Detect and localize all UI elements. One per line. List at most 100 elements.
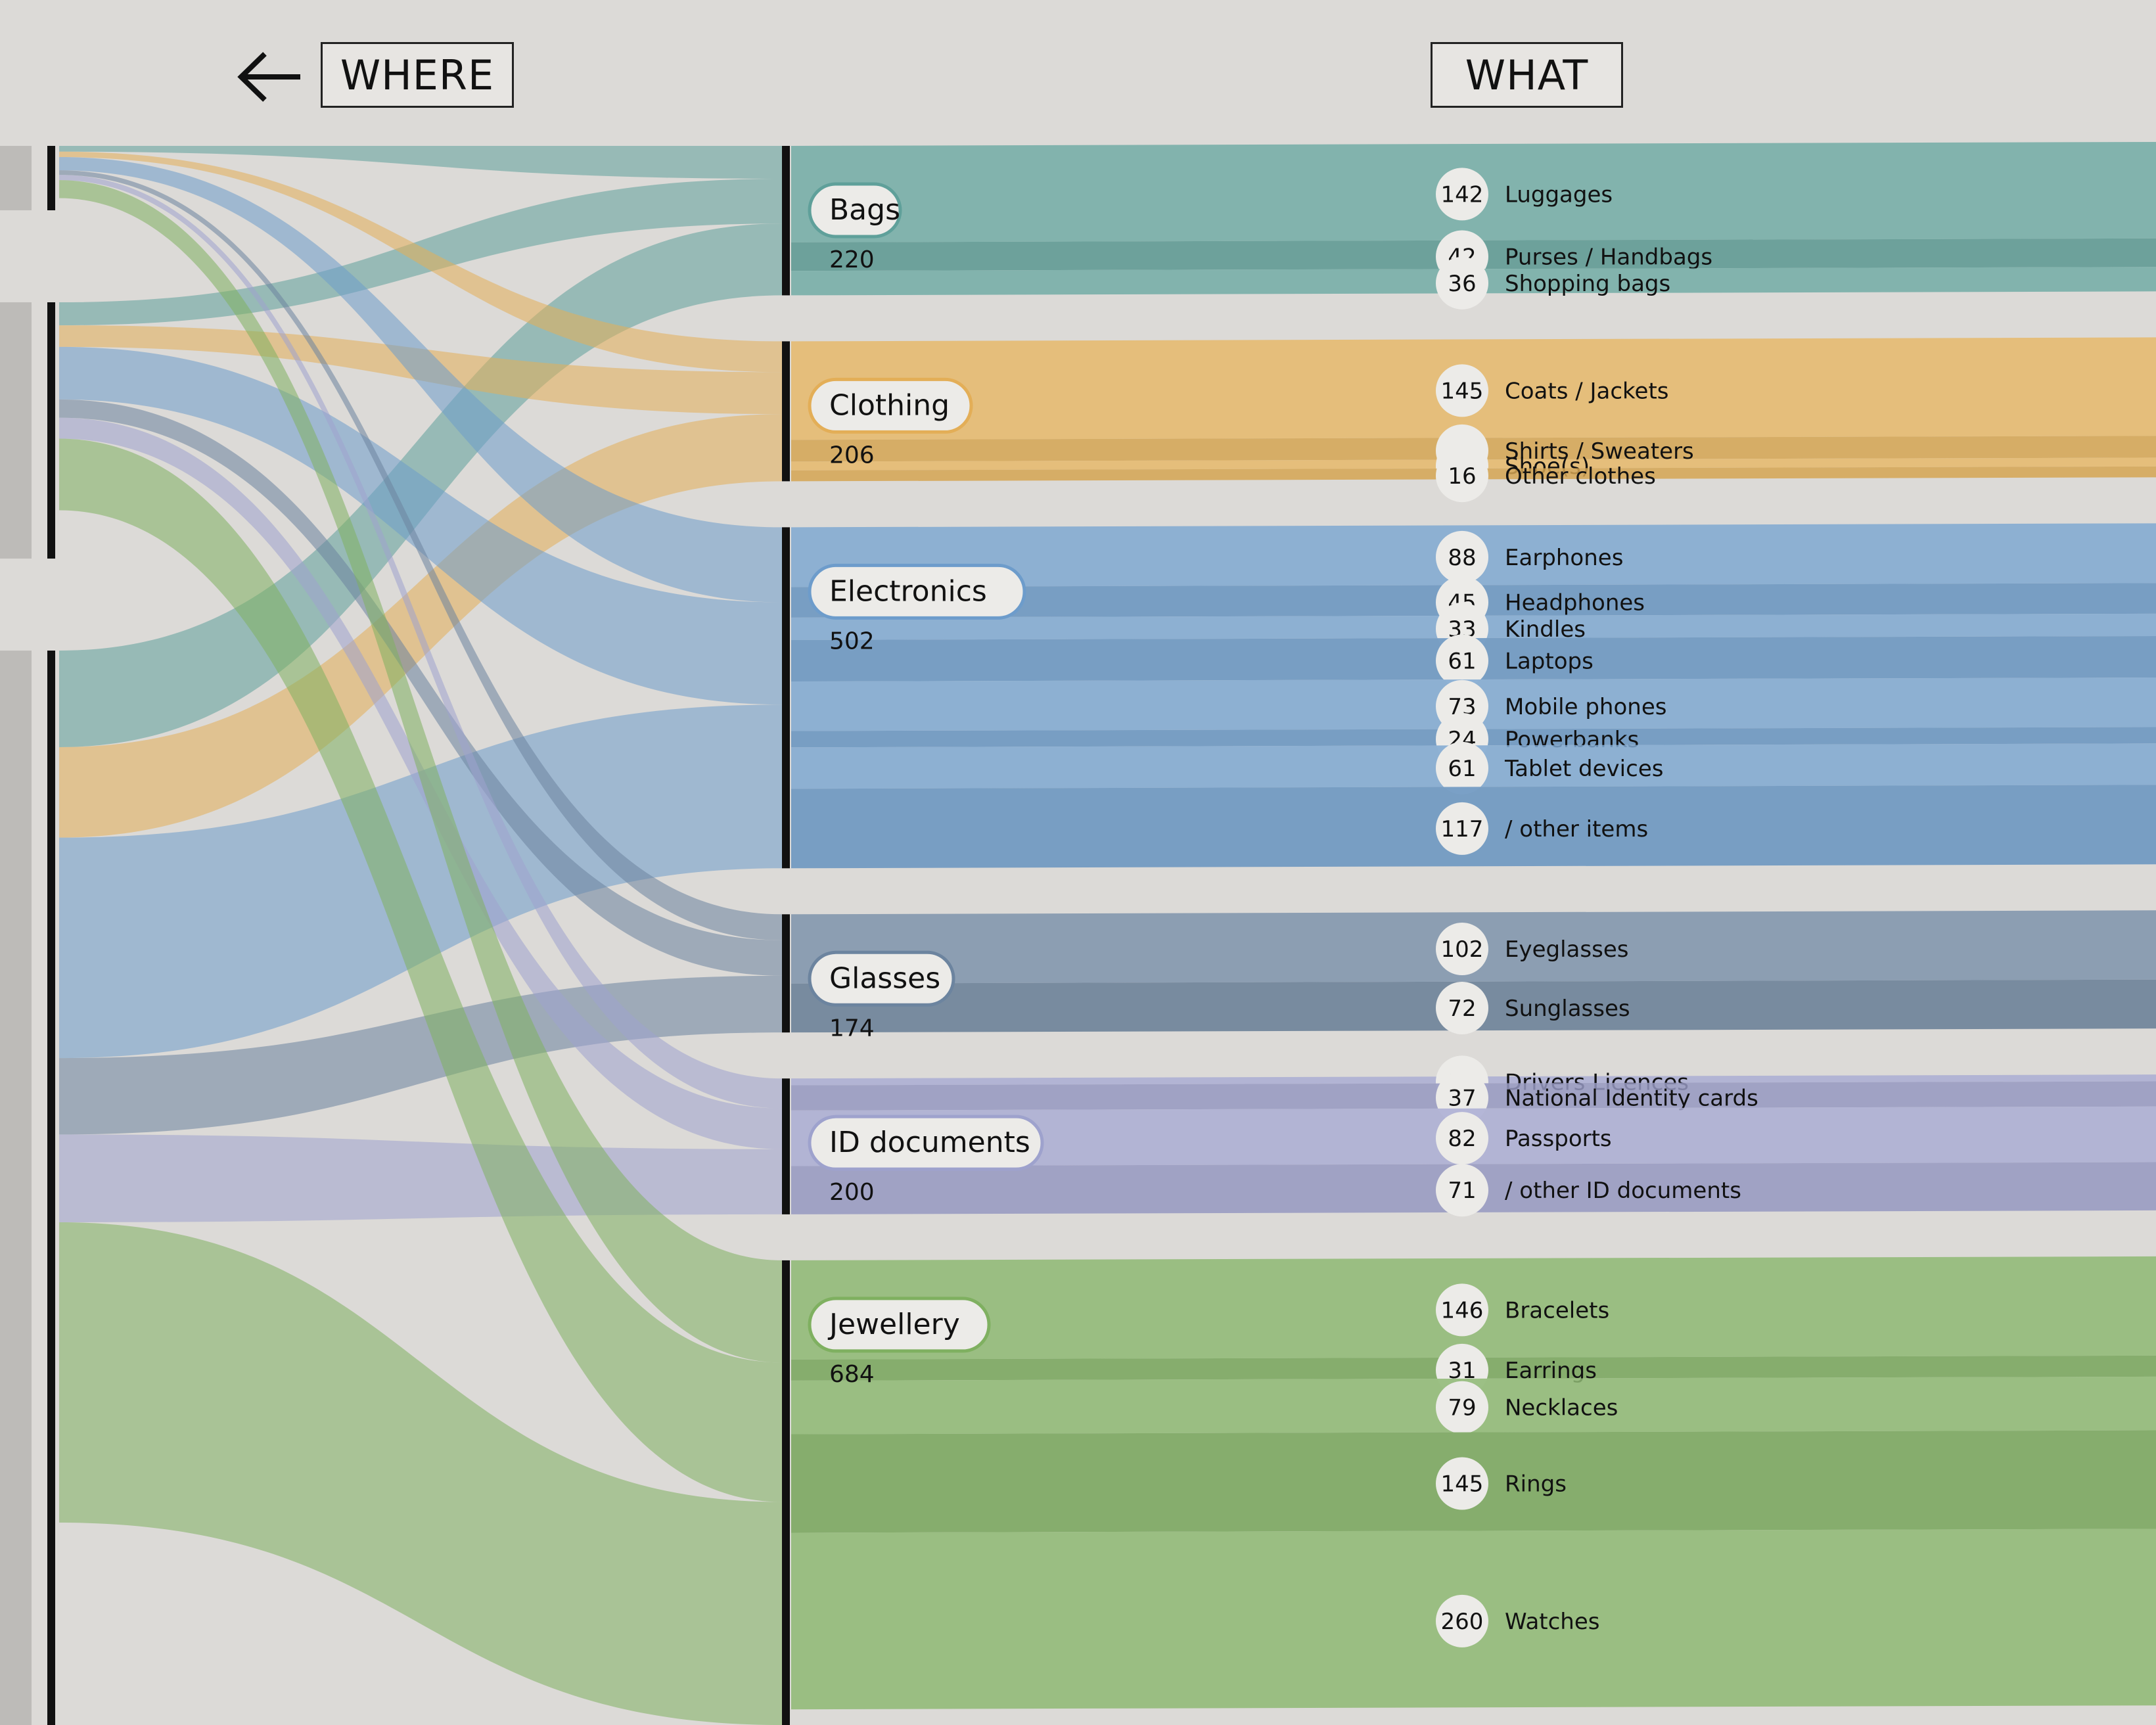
item-value-label: 72 — [1448, 996, 1476, 1022]
where-group-axis — [47, 302, 55, 559]
category-pill-id-documents — [808, 1115, 1044, 1171]
category-total-label: 684 — [829, 1361, 875, 1388]
item-value-bubble — [1436, 923, 1488, 976]
category-name-label: Clothing — [829, 388, 950, 422]
item-value-bubble — [1436, 1283, 1488, 1337]
category-axis-bags — [782, 146, 790, 296]
what-button[interactable]: WHAT — [1431, 42, 1623, 108]
item-value-bubble — [1436, 1457, 1488, 1510]
flow-ribbon-electronics — [59, 346, 782, 705]
flow-ribbon-clothing — [59, 414, 782, 838]
item-name-label: Bracelets — [1505, 1297, 1609, 1323]
category-axis-jewellery — [782, 1260, 790, 1725]
flow-ribbon-glasses — [59, 975, 782, 1135]
where-group-bar — [0, 651, 32, 1725]
flow-ribbon-bags — [59, 146, 782, 179]
category-pill-glasses — [808, 950, 955, 1007]
item-value-label: 88 — [1448, 545, 1476, 571]
category-total-label: 200 — [829, 1179, 875, 1206]
category-axis-electronics — [782, 527, 790, 869]
item-value-bubble — [1436, 256, 1488, 310]
category-total-label: 220 — [829, 246, 875, 273]
item-name-label: Eyeglasses — [1505, 936, 1628, 963]
flow-ribbon-clothing — [59, 151, 782, 373]
item-name-label: / other ID documents — [1505, 1178, 1741, 1204]
flow-ribbon-jewellery — [59, 438, 782, 1502]
item-name-label: Luggages — [1505, 181, 1613, 208]
category-total-label: 502 — [829, 628, 875, 655]
flow-ribbon-glasses — [59, 170, 782, 940]
category-name-label: Jewellery — [827, 1308, 960, 1341]
flow-ribbon-glasses — [59, 399, 782, 976]
category-pill-bags — [808, 182, 902, 239]
item-value-bubble — [1436, 981, 1488, 1034]
item-name-label: Mobile phones — [1505, 694, 1666, 720]
item-name-label: Other clothes — [1505, 463, 1656, 490]
item-value-label: 142 — [1441, 181, 1484, 208]
category-name-label: ID documents — [829, 1126, 1030, 1159]
where-button[interactable]: WHERE — [321, 42, 514, 108]
item-value-bubble — [1436, 530, 1488, 584]
where-group-axis — [47, 146, 55, 210]
item-name-label: Passports — [1505, 1126, 1612, 1152]
item-name-label: Laptops — [1505, 649, 1594, 675]
item-value-bubble — [1436, 168, 1488, 221]
item-name-label: Earphones — [1505, 545, 1623, 571]
category-total-label: 174 — [829, 1015, 875, 1042]
item-value-bubble — [1436, 634, 1488, 687]
item-name-label: National Identity cards — [1505, 1086, 1758, 1112]
flow-ribbon-electronics — [59, 157, 782, 603]
item-value-bubble — [1436, 1381, 1488, 1434]
item-value-bubble — [1436, 741, 1488, 794]
item-value-label: 61 — [1448, 649, 1476, 675]
item-name-label: / other items — [1505, 816, 1648, 842]
where-group-bar — [0, 302, 32, 559]
item-value-label: 37 — [1448, 1086, 1476, 1112]
category-axis-clothing — [782, 341, 790, 482]
item-name-label: Sunglasses — [1505, 996, 1630, 1022]
category-name-label: Glasses — [829, 961, 940, 995]
category-axis-id-documents — [782, 1078, 790, 1214]
category-name-label: Electronics — [829, 574, 987, 608]
item-name-label: Rings — [1505, 1471, 1567, 1498]
item-value-label: 36 — [1448, 271, 1476, 297]
item-value-label: 16 — [1448, 463, 1476, 490]
item-value-bubble — [1436, 364, 1488, 417]
item-name-label: Coats / Jackets — [1505, 378, 1669, 404]
flow-ribbon-electronics — [59, 704, 782, 1059]
item-name-label: Headphones — [1505, 590, 1645, 616]
item-value-label: 71 — [1448, 1178, 1476, 1204]
item-value-bubble — [1436, 802, 1488, 855]
flow-ribbon-jewellery — [59, 1222, 782, 1725]
item-name-label: Purses / Handbags — [1505, 244, 1712, 270]
item-value-bubble — [1436, 449, 1488, 503]
item-value-label: 82 — [1448, 1126, 1476, 1152]
item-value-label: 145 — [1441, 378, 1484, 404]
flow-ribbon-id-documents — [59, 417, 782, 1149]
item-value-bubble — [1436, 1594, 1488, 1647]
category-total-label: 206 — [829, 442, 875, 469]
item-value-bubble — [1436, 1112, 1488, 1165]
item-value-label: 145 — [1441, 1471, 1484, 1498]
category-pill-clothing — [808, 377, 973, 434]
item-value-label: 146 — [1441, 1297, 1484, 1323]
item-value-label: 102 — [1441, 936, 1484, 963]
category-pill-electronics — [808, 563, 1026, 620]
where-group-axis — [47, 651, 55, 1725]
category-axis-glasses — [782, 914, 790, 1033]
item-name-label: Watches — [1505, 1609, 1599, 1635]
item-value-label: 117 — [1441, 816, 1484, 842]
where-group-bar — [0, 146, 32, 210]
flow-ribbon-id-documents — [59, 175, 782, 1109]
flow-ribbon-id-documents — [59, 1134, 782, 1222]
arrow-left-icon[interactable] — [233, 47, 306, 106]
item-name-label: Shopping bags — [1505, 271, 1670, 297]
item-value-label: 61 — [1448, 756, 1476, 782]
item-name-label: Tablet devices — [1504, 756, 1663, 782]
item-value-label: 260 — [1441, 1609, 1484, 1635]
item-value-bubble — [1436, 1164, 1488, 1217]
item-name-label: Necklaces — [1505, 1395, 1618, 1421]
category-name-label: Bags — [829, 193, 900, 227]
category-pill-jewellery — [808, 1297, 991, 1353]
